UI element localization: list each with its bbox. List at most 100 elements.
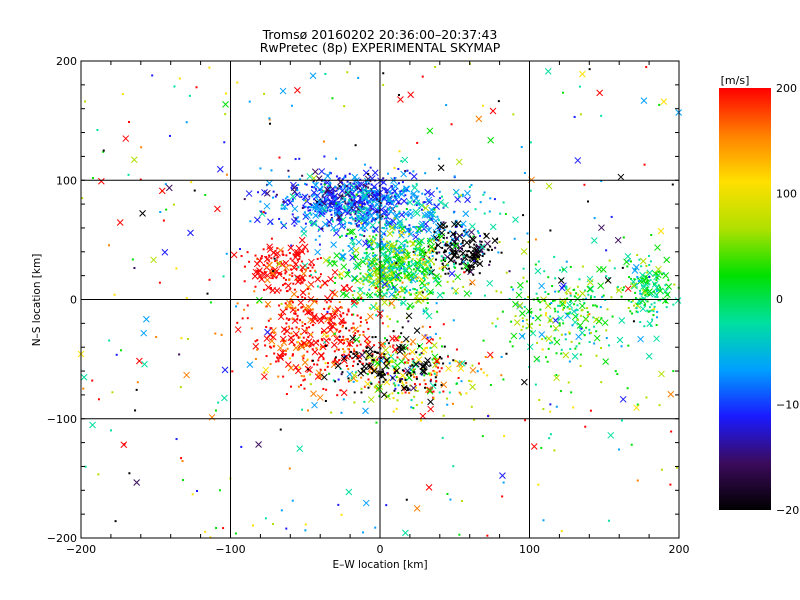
data-point-cross [397, 96, 404, 103]
data-point [386, 366, 389, 369]
data-point [323, 307, 326, 310]
data-point [313, 193, 316, 196]
data-point [246, 251, 249, 254]
data-point-cross [373, 265, 381, 273]
data-point [208, 66, 211, 69]
data-point-cross [380, 391, 388, 399]
data-point [446, 280, 449, 283]
data-point-cross [350, 301, 358, 308]
data-point [589, 296, 592, 299]
data-point [424, 347, 427, 349]
data-point [545, 312, 548, 315]
data-point [260, 210, 263, 213]
data-point [325, 193, 328, 196]
data-point [284, 302, 287, 305]
data-point [530, 310, 533, 313]
data-point-cross [422, 308, 430, 315]
data-point [340, 373, 343, 376]
data-point [474, 208, 477, 211]
data-point [359, 272, 362, 275]
data-point [370, 244, 373, 247]
data-point [304, 222, 307, 225]
data-point-cross [265, 284, 272, 291]
data-point [406, 249, 409, 252]
data-point [386, 241, 389, 244]
data-point [376, 295, 379, 298]
chart-title: Tromsø 20160202 20:36:00–20:37:43 [262, 27, 498, 42]
data-point [405, 361, 408, 364]
data-point [394, 193, 397, 196]
data-point [262, 211, 265, 214]
data-point [359, 297, 362, 300]
data-point [370, 220, 373, 223]
data-point [449, 248, 452, 251]
data-point [350, 313, 353, 316]
data-point-cross [347, 228, 354, 236]
data-point [306, 350, 309, 353]
data-point [607, 344, 610, 347]
data-point [81, 197, 84, 200]
data-point [409, 209, 412, 212]
data-point [636, 253, 639, 256]
data-point [406, 251, 409, 254]
data-point [547, 276, 550, 279]
data-point [441, 266, 444, 269]
data-point [293, 312, 296, 315]
data-point [657, 299, 660, 302]
data-point [422, 258, 425, 261]
data-point [568, 307, 571, 310]
data-point [274, 195, 277, 198]
data-point-cross [455, 158, 463, 166]
data-point-cross [216, 165, 224, 173]
data-point [185, 297, 188, 300]
data-point [370, 264, 373, 267]
data-point [600, 317, 603, 320]
data-point-cross [401, 353, 409, 360]
data-point [286, 347, 289, 350]
data-point [82, 387, 85, 390]
data-point-cross [491, 237, 499, 244]
data-point-cross [349, 237, 356, 245]
data-point [248, 260, 251, 263]
data-point-cross [464, 196, 471, 204]
data-point [334, 315, 337, 318]
data-point [605, 275, 608, 278]
data-point [353, 211, 356, 214]
data-point [535, 292, 538, 295]
data-point [381, 368, 384, 371]
data-point [469, 241, 472, 244]
data-point [433, 372, 436, 375]
data-point-cross [599, 266, 607, 273]
data-point [660, 273, 663, 276]
data-point [445, 104, 448, 107]
data-point [365, 350, 368, 353]
data-point [390, 220, 393, 223]
data-point-cross [352, 352, 359, 360]
data-point-cross [319, 343, 327, 351]
data-point-cross [512, 216, 519, 223]
data-point [309, 345, 312, 348]
data-point [487, 249, 490, 252]
data-point-cross [135, 357, 143, 365]
data-point [392, 410, 395, 413]
data-point [278, 217, 281, 220]
data-point [351, 202, 354, 205]
data-point [323, 341, 326, 344]
data-point-cross [359, 258, 367, 266]
data-point-cross [510, 332, 518, 340]
data-point [272, 270, 275, 273]
data-point [318, 235, 321, 238]
data-point [383, 353, 386, 356]
data-point [254, 285, 257, 288]
data-point [341, 338, 344, 341]
data-point [272, 522, 275, 525]
data-point [408, 388, 411, 391]
data-point [548, 437, 551, 440]
data-point [589, 409, 592, 412]
data-point [276, 356, 279, 359]
data-point-cross [614, 236, 622, 244]
data-point-cross [468, 263, 475, 271]
data-point [403, 291, 406, 294]
data-point [550, 302, 553, 305]
data-point [418, 207, 421, 210]
